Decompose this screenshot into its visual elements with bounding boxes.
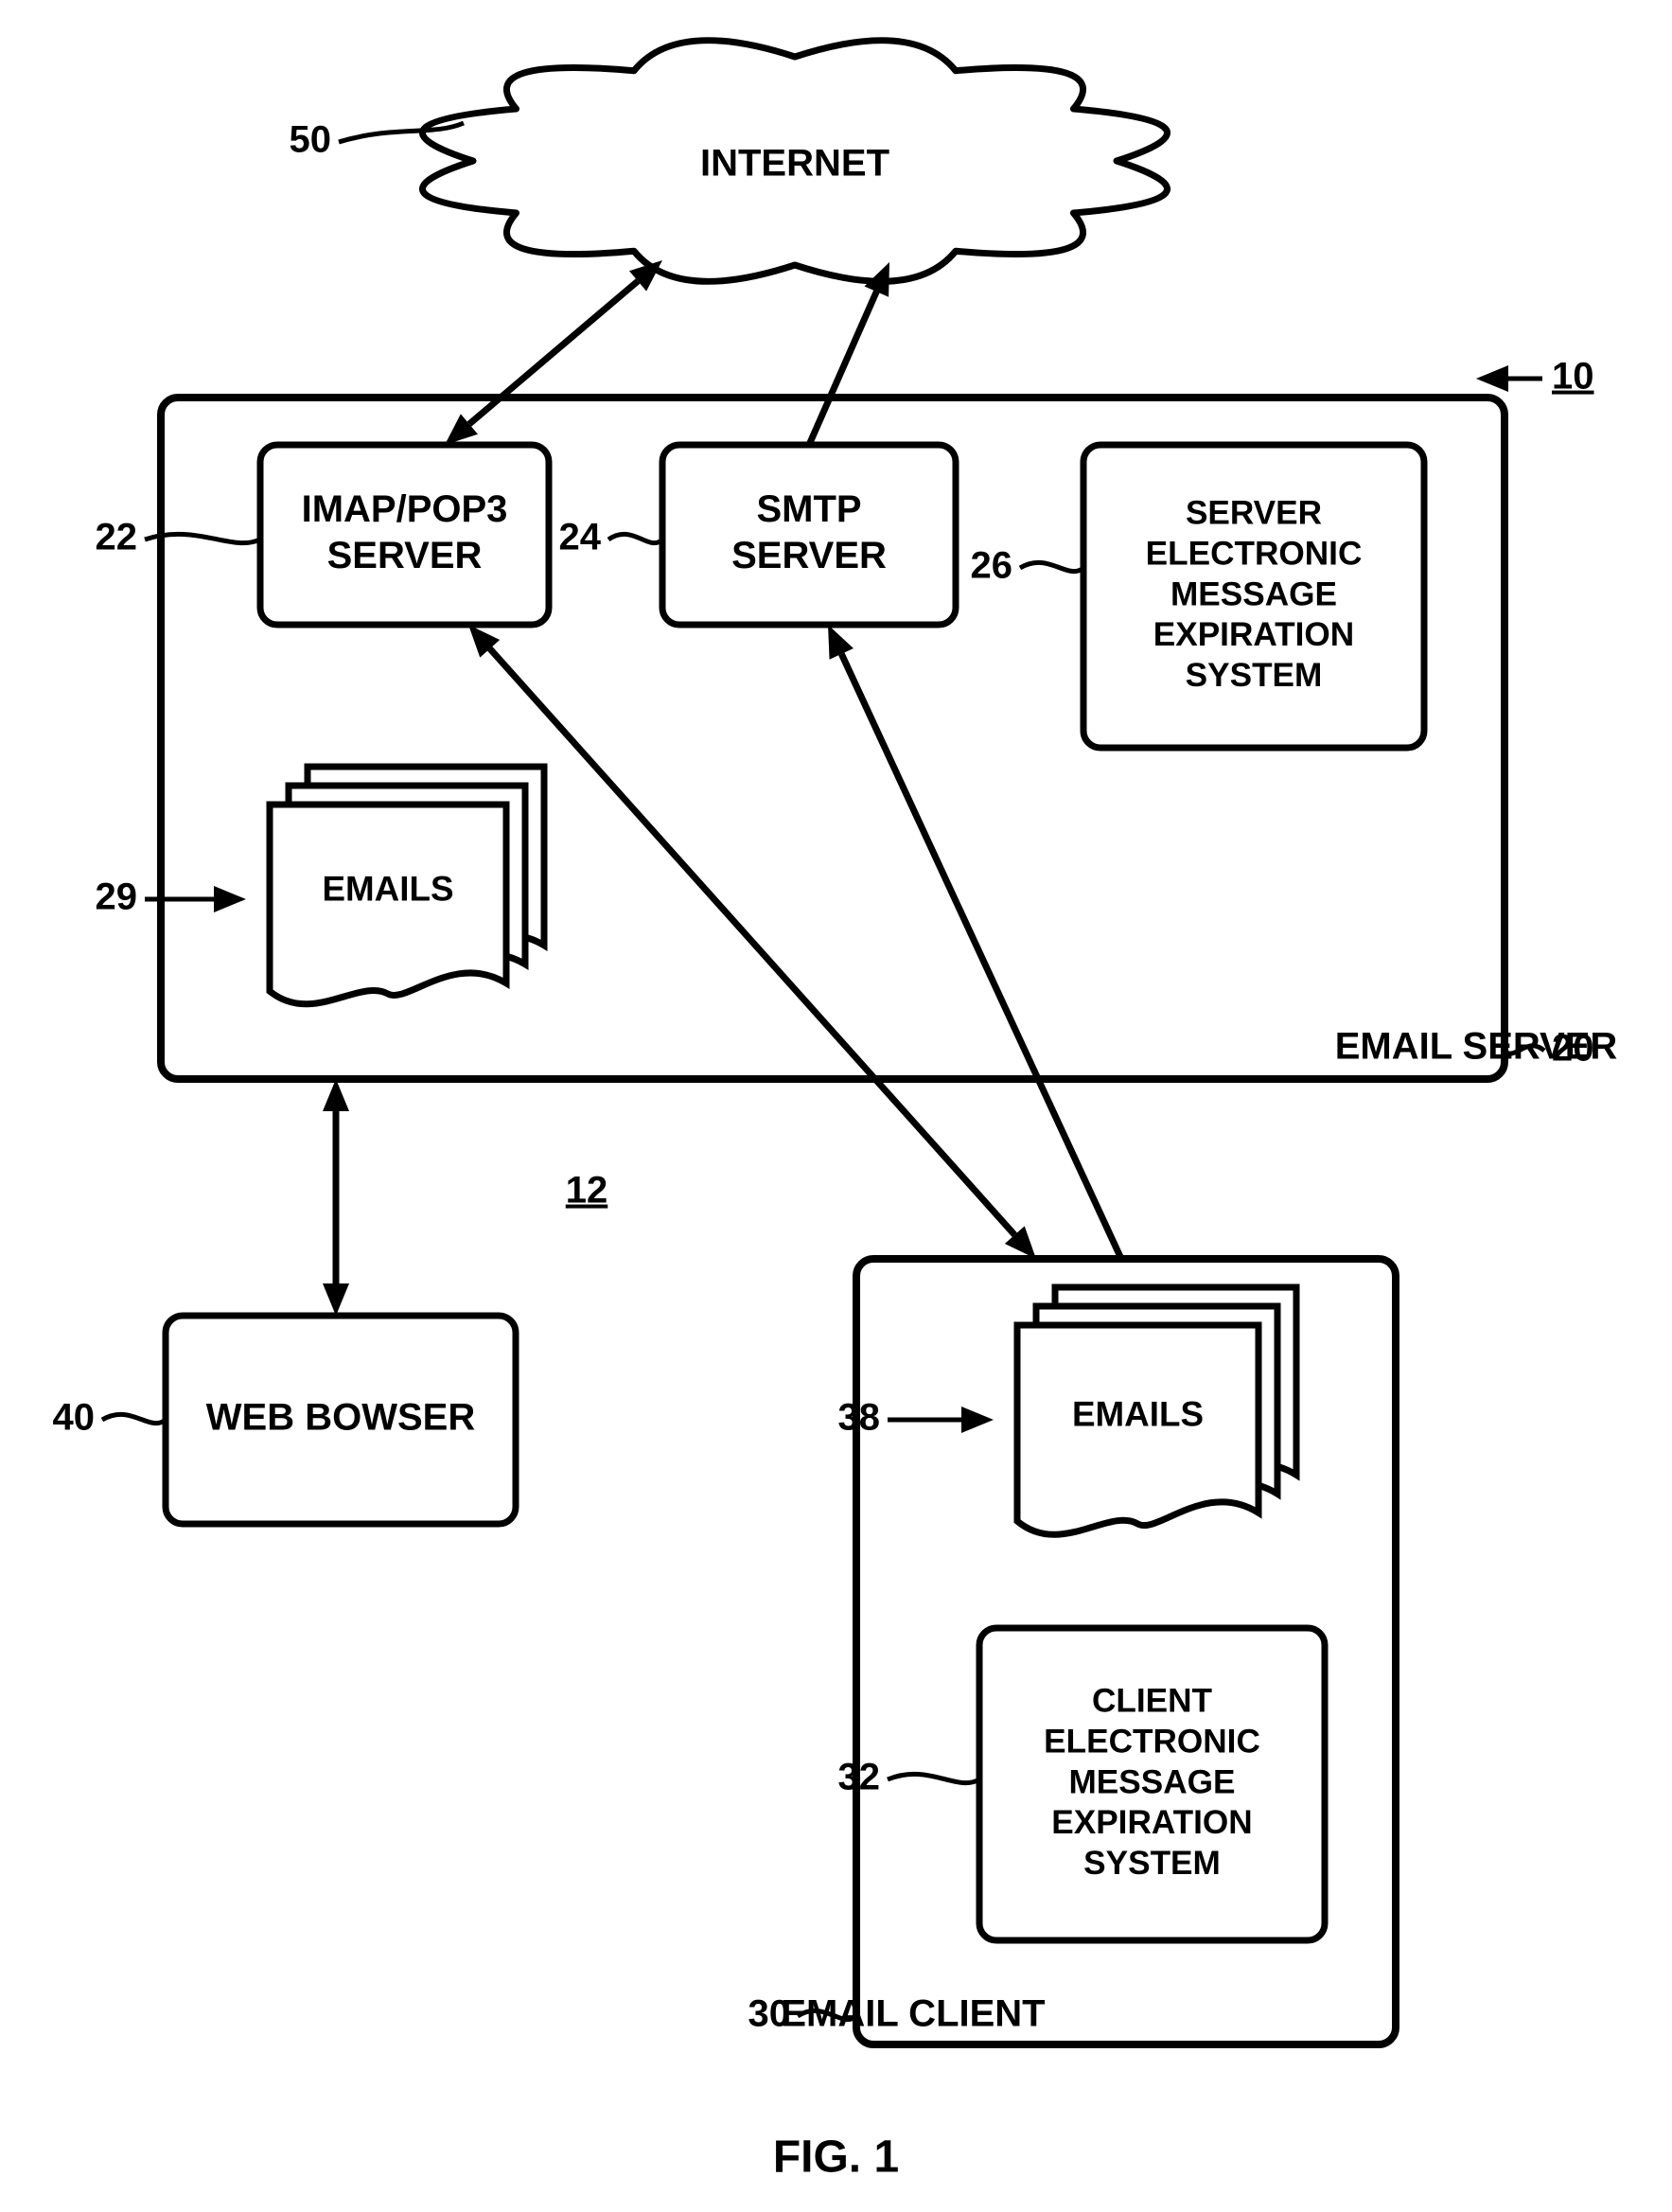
svg-text:SYSTEM: SYSTEM bbox=[1186, 657, 1323, 694]
svg-text:50: 50 bbox=[290, 119, 332, 161]
svg-text:SMTP: SMTP bbox=[756, 488, 861, 530]
server-emails-icon-label: EMAILS bbox=[322, 870, 453, 909]
svg-text:26: 26 bbox=[971, 545, 1013, 587]
figure-label: FIG. 1 bbox=[773, 2132, 899, 2183]
svg-text:EXPIRATION: EXPIRATION bbox=[1153, 616, 1354, 653]
svg-text:SERVER: SERVER bbox=[731, 535, 887, 576]
svg-text:SYSTEM: SYSTEM bbox=[1083, 1845, 1221, 1882]
svg-text:32: 32 bbox=[838, 1757, 881, 1798]
svg-text:40: 40 bbox=[53, 1397, 96, 1439]
svg-text:20: 20 bbox=[1552, 1028, 1594, 1070]
svg-text:22: 22 bbox=[96, 517, 138, 558]
svg-text:MESSAGE: MESSAGE bbox=[1170, 575, 1337, 612]
svg-text:IMAP/POP3: IMAP/POP3 bbox=[302, 488, 508, 530]
svg-text:MESSAGE: MESSAGE bbox=[1069, 1763, 1236, 1800]
svg-text:38: 38 bbox=[838, 1397, 881, 1439]
svg-text:30: 30 bbox=[748, 1993, 791, 2035]
cloud-label: INTERNET bbox=[700, 143, 889, 185]
svg-text:WEB BOWSER: WEB BOWSER bbox=[206, 1397, 476, 1439]
svg-text:24: 24 bbox=[559, 517, 602, 558]
svg-text:ELECTRONIC: ELECTRONIC bbox=[1146, 535, 1363, 572]
email-client-label: EMAIL CLIENT bbox=[781, 1993, 1045, 2035]
svg-text:SERVER: SERVER bbox=[1186, 494, 1322, 531]
svg-text:SERVER: SERVER bbox=[327, 535, 483, 576]
client-emails-icon-label: EMAILS bbox=[1072, 1394, 1204, 1433]
svg-text:CLIENT: CLIENT bbox=[1092, 1682, 1213, 1719]
svg-text:EXPIRATION: EXPIRATION bbox=[1051, 1804, 1252, 1841]
ref-10: 10 bbox=[1552, 356, 1594, 398]
svg-text:29: 29 bbox=[96, 876, 138, 918]
svg-text:ELECTRONIC: ELECTRONIC bbox=[1044, 1723, 1260, 1760]
ref-12: 12 bbox=[566, 1170, 608, 1212]
